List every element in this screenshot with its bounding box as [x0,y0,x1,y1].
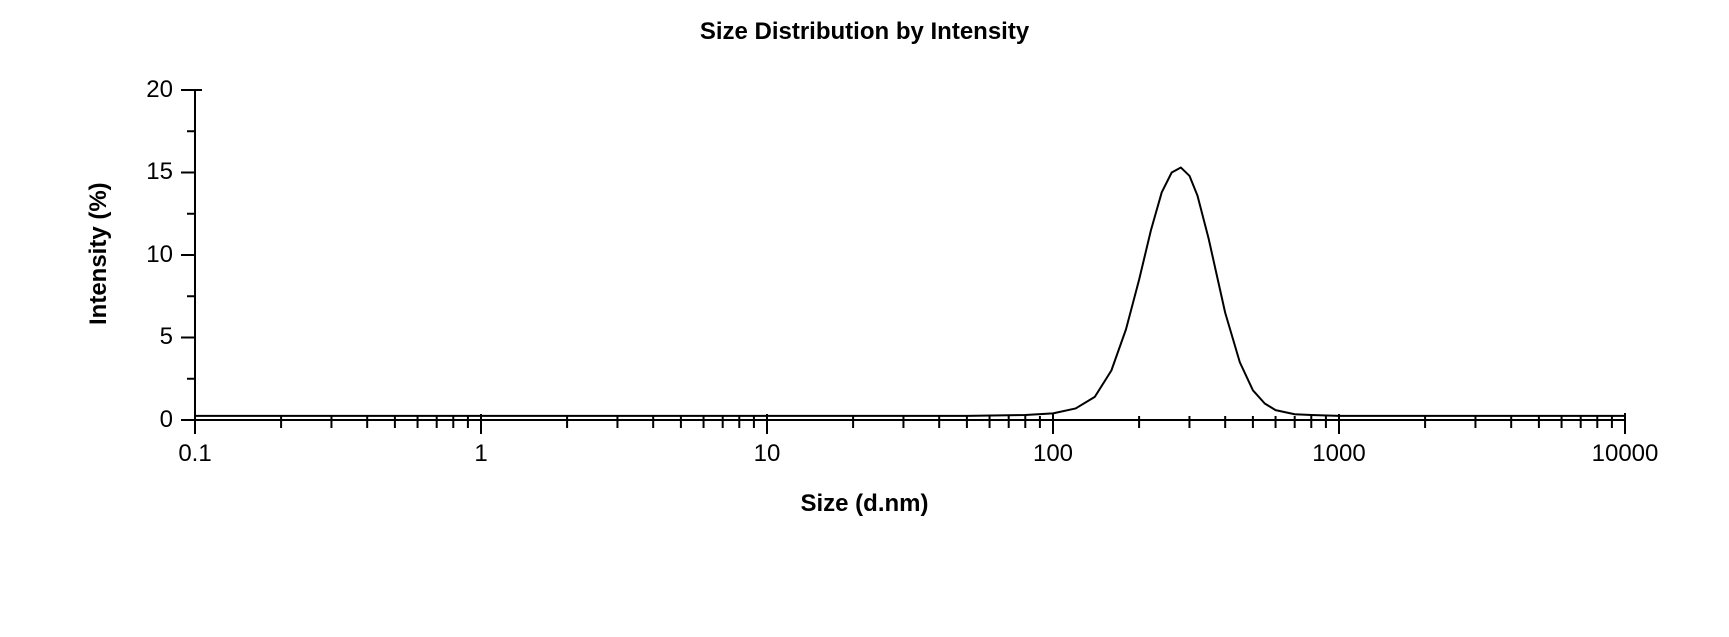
y-tick-label: 0 [113,406,173,434]
x-tick-label: 10 [707,440,827,468]
y-tick-label: 15 [113,158,173,186]
x-tick-label: 1 [421,440,541,468]
y-tick-label: 5 [113,323,173,351]
chart-container: Size Distribution by Intensity Intensity… [0,0,1729,637]
x-tick-label: 1000 [1279,440,1399,468]
x-tick-label: 100 [993,440,1113,468]
chart-plot-area [0,0,1729,637]
y-tick-label: 20 [113,76,173,104]
x-tick-label: 0.1 [135,440,255,468]
y-tick-label: 10 [113,241,173,269]
x-tick-label: 10000 [1565,440,1685,468]
